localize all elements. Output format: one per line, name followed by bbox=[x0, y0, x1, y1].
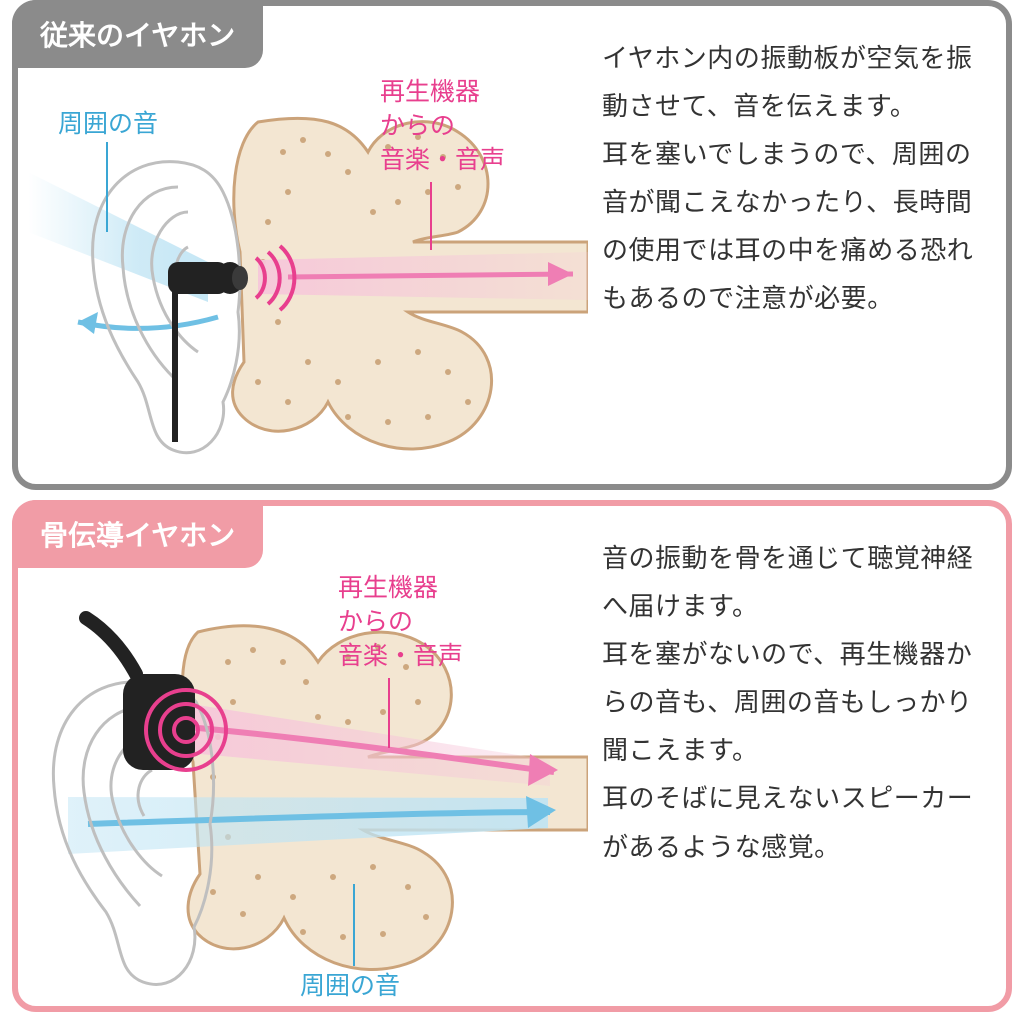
earphone-device bbox=[168, 262, 248, 442]
tab-bone-conduction: 骨伝導イヤホン bbox=[12, 500, 263, 568]
diagram-bone-conduction: 再生機器からの音楽・音声 周囲の音 bbox=[28, 562, 588, 996]
callout-ambient-bottom-line bbox=[353, 884, 355, 966]
callout-music-bottom-line bbox=[388, 678, 390, 748]
bone-conduction-device bbox=[86, 618, 195, 770]
callout-music-bottom: 再生機器からの音楽・音声 bbox=[338, 572, 463, 673]
panel-bone-conduction: 骨伝導イヤホン bbox=[12, 500, 1012, 1012]
description-conventional: イヤホン内の振動板が空気を振動させて、音を伝えます。耳を塞いでしまうので、周囲の… bbox=[602, 34, 982, 323]
callout-ambient-top: 周囲の音 bbox=[58, 108, 158, 142]
outer-ear bbox=[93, 162, 240, 453]
diagram-conventional: 周囲の音 再生機器からの音楽・音声 bbox=[28, 62, 588, 474]
callout-ambient-top-line bbox=[106, 142, 108, 232]
description-bone-conduction: 音の振動を骨を通じて聴覚神経へ届けます。耳を塞がないので、再生機器からの音も、周… bbox=[602, 534, 982, 871]
panel-conventional: 従来のイヤホン bbox=[12, 0, 1012, 490]
illustration-bone-conduction bbox=[28, 562, 588, 1002]
callout-music-top: 再生機器からの音楽・音声 bbox=[380, 76, 505, 177]
callout-ambient-bottom: 周囲の音 bbox=[300, 970, 400, 1004]
tab-conventional: 従来のイヤホン bbox=[12, 0, 263, 68]
callout-music-top-line bbox=[430, 182, 432, 250]
